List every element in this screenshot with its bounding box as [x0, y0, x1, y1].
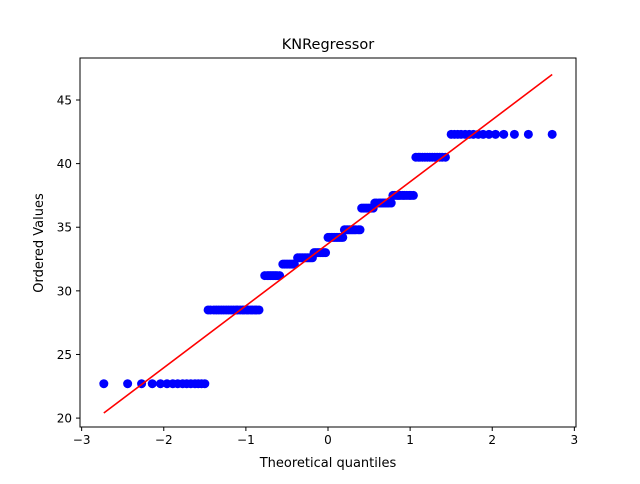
- y-tick-label: 30: [57, 284, 72, 298]
- data-point: [499, 129, 509, 139]
- x-axis-ticks: −3 −2 −1 0 1 2 3: [73, 427, 578, 447]
- y-axis-label: Ordered Values: [32, 193, 47, 293]
- x-tick-label: 0: [324, 433, 332, 447]
- data-point: [254, 305, 264, 315]
- x-tick-label: −2: [155, 433, 173, 447]
- data-point: [123, 379, 133, 389]
- x-axis-label: Theoretical quantiles: [259, 456, 397, 471]
- y-tick-label: 20: [57, 412, 72, 426]
- data-point: [355, 225, 365, 235]
- y-tick-label: 25: [57, 348, 72, 362]
- data-point: [440, 152, 450, 162]
- data-point: [509, 129, 519, 139]
- x-tick-label: −1: [237, 433, 255, 447]
- data-point: [491, 129, 501, 139]
- data-point: [99, 379, 109, 389]
- data-point: [147, 379, 157, 389]
- y-tick-label: 45: [57, 93, 72, 107]
- data-point: [408, 190, 418, 200]
- chart-title: KNRegressor: [282, 37, 374, 53]
- fit-line-layer: [103, 73, 553, 414]
- y-tick-label: 40: [57, 157, 72, 171]
- data-point: [547, 129, 557, 139]
- data-point: [321, 248, 331, 258]
- y-axis-ticks: 20 25 30 35 40 45: [57, 93, 80, 426]
- x-tick-label: 3: [571, 433, 579, 447]
- fit-line: [103, 73, 553, 414]
- data-point: [386, 198, 396, 208]
- x-tick-label: 1: [406, 433, 414, 447]
- data-point: [200, 379, 210, 389]
- data-point: [155, 379, 165, 389]
- data-point: [484, 129, 494, 139]
- x-tick-label: 2: [488, 433, 496, 447]
- scatter-points: [99, 129, 557, 389]
- x-tick-label: −3: [73, 433, 91, 447]
- y-tick-label: 35: [57, 221, 72, 235]
- data-point: [523, 129, 533, 139]
